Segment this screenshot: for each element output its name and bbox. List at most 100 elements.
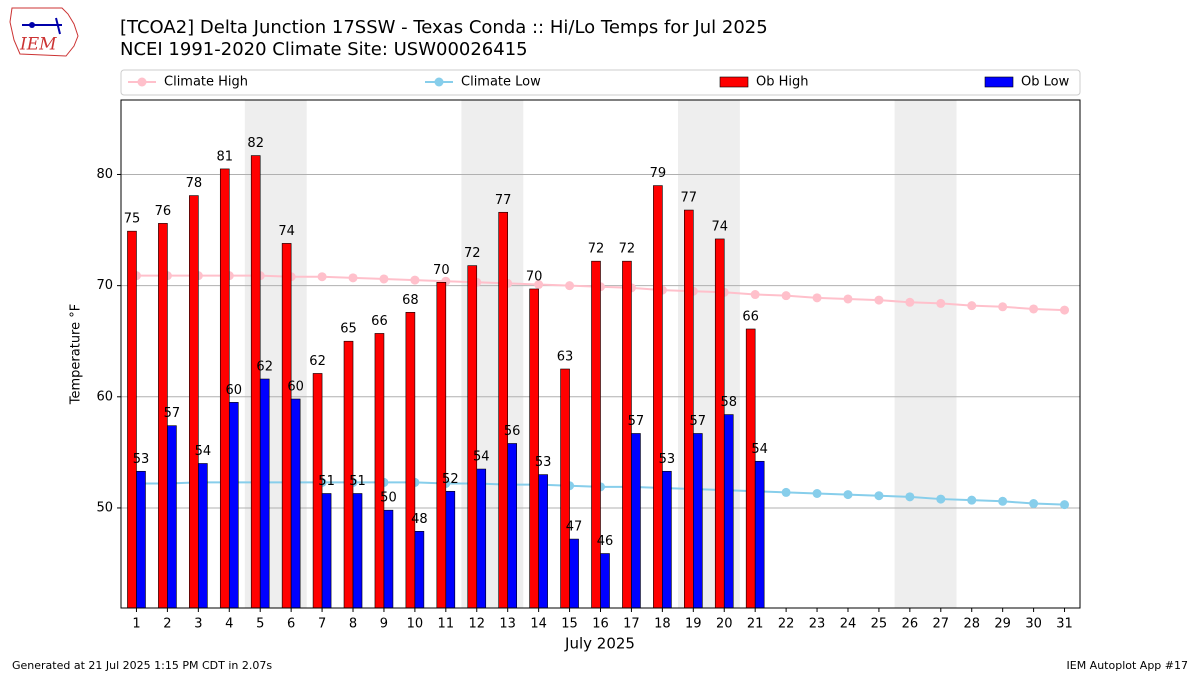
point xyxy=(967,495,977,505)
legend xyxy=(120,69,1081,96)
data-label: 62 xyxy=(309,354,326,369)
point xyxy=(812,293,822,303)
legend-swatch xyxy=(719,76,749,88)
point xyxy=(348,273,358,283)
point xyxy=(565,281,575,291)
x-tick-label: 6 xyxy=(287,617,295,632)
bar xyxy=(383,509,394,609)
bar xyxy=(754,460,765,609)
bar xyxy=(445,490,456,609)
chart-title: [TCOA2] Delta Junction 17SSW - Texas Con… xyxy=(120,17,768,38)
y-axis-label: Temperature °F xyxy=(69,304,84,405)
data-label: 77 xyxy=(681,191,698,206)
point xyxy=(843,490,853,500)
x-tick-label: 3 xyxy=(194,617,202,632)
point xyxy=(1060,500,1070,510)
bar xyxy=(436,282,447,609)
data-label: 54 xyxy=(751,442,768,457)
bar xyxy=(622,260,632,609)
logo: IEM xyxy=(9,7,79,57)
point xyxy=(812,489,822,499)
data-label: 50 xyxy=(380,491,397,506)
bar xyxy=(591,260,601,609)
x-tick-label: 18 xyxy=(654,617,671,632)
data-label: 70 xyxy=(526,269,543,284)
data-label: 57 xyxy=(628,414,645,429)
data-label: 52 xyxy=(442,472,459,487)
bar xyxy=(290,398,301,609)
legend-label: Ob High xyxy=(756,75,809,90)
bar xyxy=(198,463,208,609)
bar xyxy=(498,211,508,609)
bar xyxy=(560,368,570,609)
data-label: 76 xyxy=(155,204,172,219)
point xyxy=(936,298,946,308)
data-label: 60 xyxy=(287,380,304,395)
bar xyxy=(600,553,610,609)
x-tick-label: 17 xyxy=(623,617,640,632)
x-tick-label: 12 xyxy=(468,617,485,632)
data-label: 72 xyxy=(619,242,636,257)
x-tick-label: 4 xyxy=(225,617,233,632)
x-tick-label: 23 xyxy=(809,617,826,632)
x-tick-label: 13 xyxy=(499,617,516,632)
x-tick-label: 14 xyxy=(530,617,547,632)
x-tick-label: 8 xyxy=(349,617,357,632)
x-tick-label: 30 xyxy=(1025,617,1042,632)
data-label: 57 xyxy=(690,414,707,429)
y-tick-label: 80 xyxy=(96,167,113,182)
data-label: 46 xyxy=(597,534,614,549)
x-tick-label: 29 xyxy=(994,617,1011,632)
legend-label: Ob Low xyxy=(1021,75,1070,90)
data-label: 62 xyxy=(256,360,273,375)
x-tick-label: 15 xyxy=(561,617,578,632)
bar xyxy=(136,470,146,609)
point xyxy=(317,272,327,282)
x-tick-label: 28 xyxy=(963,617,980,632)
data-label: 66 xyxy=(742,309,759,324)
point xyxy=(998,302,1008,312)
data-label: 51 xyxy=(349,474,366,489)
point xyxy=(410,275,420,285)
data-label: 75 xyxy=(124,212,141,227)
bar xyxy=(127,230,137,609)
bar xyxy=(529,288,539,609)
legend-label: Climate High xyxy=(164,75,248,90)
bar xyxy=(259,378,270,609)
data-label: 54 xyxy=(473,450,490,465)
data-label: 68 xyxy=(402,293,419,308)
x-tick-label: 1 xyxy=(132,617,140,632)
point xyxy=(905,297,915,307)
point xyxy=(998,496,1008,506)
data-label: 79 xyxy=(650,166,667,181)
data-label: 58 xyxy=(720,395,737,410)
data-label: 70 xyxy=(433,263,450,278)
data-label: 57 xyxy=(164,406,181,421)
bar xyxy=(352,493,363,609)
point xyxy=(750,290,760,300)
chart-subtitle: NCEI 1991-2020 Climate Site: USW00026415 xyxy=(120,39,528,60)
x-tick-label: 21 xyxy=(747,617,764,632)
data-label: 74 xyxy=(278,224,295,239)
y-tick-label: 70 xyxy=(96,278,113,293)
point xyxy=(379,274,389,284)
bar xyxy=(684,209,694,609)
x-tick-label: 20 xyxy=(716,617,733,632)
data-label: 63 xyxy=(557,350,574,365)
y-tick-label: 50 xyxy=(96,500,113,515)
point xyxy=(843,294,853,304)
logo-text: IEM xyxy=(19,35,57,55)
point xyxy=(874,295,884,305)
data-label: 47 xyxy=(566,520,583,535)
bar xyxy=(414,530,425,609)
point xyxy=(781,487,791,497)
bar xyxy=(476,468,487,609)
data-label: 66 xyxy=(371,314,388,329)
bar xyxy=(321,493,332,609)
footer-left: Generated at 21 Jul 2025 1:15 PM CDT in … xyxy=(12,659,272,672)
bar xyxy=(167,425,177,609)
data-label: 53 xyxy=(535,455,552,470)
data-label: 77 xyxy=(495,193,512,208)
bar xyxy=(281,243,292,609)
